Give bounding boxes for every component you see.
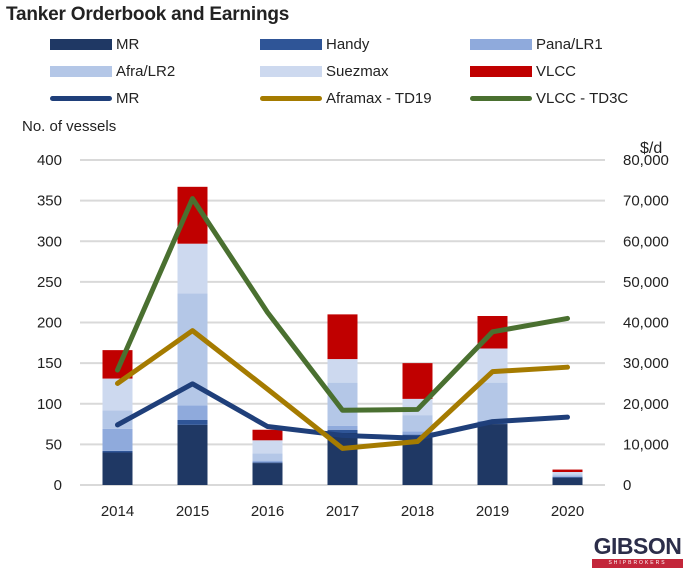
y2-tick-label: 60,000 [623,233,669,250]
y-tick-label: 50 [45,436,62,453]
y2-tick-label: 10,000 [623,436,669,453]
legend-item-mr-line: MR [50,90,139,107]
bar-vlcc-2016 [252,429,283,441]
y-axis-label-right: $/d [640,140,663,157]
legend-swatch [470,39,532,50]
bar-suezmax-2015 [177,243,208,294]
x-tick-label: 2019 [476,503,509,520]
legend-label: Pana/LR1 [536,36,603,53]
x-tick-label: 2014 [101,503,134,520]
bar-vlcc-2018 [402,363,433,399]
legend-item-aframax-td19-line: Aframax - TD19 [260,90,432,107]
y-tick-label: 400 [37,152,62,169]
y-tick-label: 300 [37,233,62,250]
legend-label: VLCC - TD3C [536,90,629,107]
legend-item-vlcc-td3c-line: VLCC - TD3C [470,90,628,107]
bar-afra-lr2-2019 [477,382,508,421]
y2-tick-label: 30,000 [623,355,669,372]
y2-tick-label: 20,000 [623,396,669,413]
legend-label: Suezmax [326,63,389,80]
x-tick-label: 2016 [251,503,284,520]
bar-afra-lr2-2017 [327,382,358,426]
legend-label: Afra/LR2 [116,63,176,80]
bar-handy-2020 [552,476,583,478]
bar-pana-lr1-2020 [552,476,583,477]
bar-pana-lr1-2017 [327,425,358,430]
y-tick-label: 100 [37,396,62,413]
x-tick-label: 2015 [176,503,209,520]
y-tick-label: 250 [37,274,62,291]
bar-afra-lr2-2014 [102,410,133,429]
bar-suezmax-2016 [252,440,283,454]
legend-swatch [260,66,322,77]
legend-swatch [50,39,112,50]
y2-tick-label: 70,000 [623,193,669,210]
chart-title: Tanker Orderbook and Earnings [6,4,290,25]
y-tick-label: 350 [37,193,62,210]
legend-swatch [50,66,112,77]
legend-swatch [470,96,532,101]
bar-pana-lr1-2015 [177,405,208,420]
bar-mr-2014 [102,452,133,485]
bar-handy-2014 [102,450,133,453]
bar-pana-lr1-2018 [402,431,433,435]
legend-label: MR [116,90,140,107]
bar-handy-2017 [327,429,358,433]
legend-swatch [260,96,322,101]
legend-label: MR [116,36,140,53]
y2-tick-label: 0 [623,477,631,494]
bar-afra-lr2-2018 [402,415,433,432]
y2-tick-label: 40,000 [623,315,669,332]
y2-tick-label: 50,000 [623,274,669,291]
bar-mr-2019 [477,424,508,485]
bar-suezmax-2019 [477,348,508,383]
bar-mr-2015 [177,424,208,485]
legend-item-mr: MR [50,36,139,53]
legend-label: Aframax - TD19 [326,90,432,107]
bar-handy-2015 [177,420,208,425]
bar-afra-lr2-2020 [552,474,583,477]
legend-label: Handy [326,36,370,53]
x-tick-label: 2018 [401,503,434,520]
legend-item-suezmax: Suezmax [260,63,389,80]
legend-label: VLCC [536,63,577,80]
legend-swatch [260,39,322,50]
legend-swatch [50,96,112,101]
bar-suezmax-2017 [327,359,358,383]
logo-wordmark: GIBSON [593,533,682,559]
legend-item-afra-lr2: Afra/LR2 [50,63,175,80]
legend-item-vlcc: VLCC [470,63,576,80]
bar-suezmax-2020 [552,472,583,475]
y-axis-label-left: No. of vessels [22,118,117,135]
bar-mr-2020 [552,477,583,485]
bar-handy-2016 [252,462,283,464]
legend-item-pana-lr1: Pana/LR1 [470,36,603,53]
x-tick-label: 2017 [326,503,359,520]
y-tick-label: 200 [37,315,62,332]
bar-pana-lr1-2016 [252,460,283,463]
legend-swatch [470,66,532,77]
y-tick-label: 0 [54,477,62,494]
bar-afra-lr2-2016 [252,453,283,461]
bar-vlcc-2017 [327,314,358,360]
bar-handy-2018 [402,434,433,437]
legend-item-handy: Handy [260,36,369,53]
gibson-logo: GIBSON SHIPBROKERS [592,534,683,568]
bar-mr-2016 [252,463,283,485]
bar-vlcc-2020 [552,469,583,472]
y-tick-label: 150 [37,355,62,372]
x-tick-label: 2020 [551,503,584,520]
logo-subtitle: SHIPBROKERS [592,559,683,568]
y2-tick-label: 80,000 [623,152,669,169]
bar-pana-lr1-2014 [102,428,133,451]
